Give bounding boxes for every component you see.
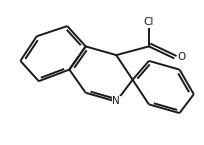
Text: O: O [177, 52, 186, 61]
Text: Cl: Cl [144, 17, 154, 27]
Text: N: N [112, 97, 120, 106]
